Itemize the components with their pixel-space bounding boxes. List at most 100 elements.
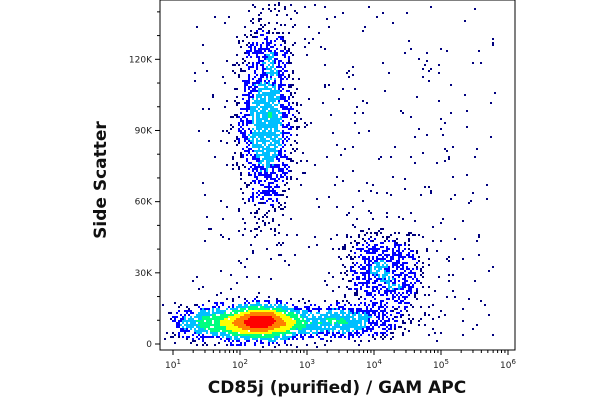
event-dot xyxy=(348,212,350,214)
event-dot xyxy=(466,126,468,128)
event-dot xyxy=(254,84,256,86)
event-dot xyxy=(306,332,308,334)
event-dot xyxy=(408,244,410,246)
event-dot xyxy=(388,236,390,238)
event-dot xyxy=(212,332,214,334)
event-dot xyxy=(388,254,390,256)
event-dot xyxy=(184,324,186,326)
event-dot xyxy=(248,198,250,200)
event-dot xyxy=(224,106,226,108)
event-dot xyxy=(230,324,232,326)
event-dot xyxy=(338,330,340,332)
event-dot xyxy=(274,142,276,144)
event-dot xyxy=(370,268,372,270)
event-dot xyxy=(258,302,260,304)
event-dot xyxy=(358,242,360,244)
event-dot xyxy=(252,168,254,170)
event-dot xyxy=(366,282,368,284)
event-dot xyxy=(280,148,282,150)
event-dot xyxy=(228,238,230,240)
event-dot xyxy=(264,74,266,76)
event-dot xyxy=(352,262,354,264)
event-dot xyxy=(262,56,264,58)
event-dot xyxy=(376,320,378,322)
event-dot xyxy=(250,148,252,150)
event-dot xyxy=(290,106,292,108)
event-dot xyxy=(462,220,464,222)
event-dot xyxy=(388,272,390,274)
event-dot xyxy=(324,280,326,282)
event-dot xyxy=(264,120,266,122)
event-dot xyxy=(246,114,248,116)
event-dot xyxy=(272,86,274,88)
event-dot xyxy=(296,326,298,328)
event-dot xyxy=(386,216,388,218)
event-dot xyxy=(286,90,288,92)
event-dot xyxy=(274,346,276,348)
event-dot xyxy=(234,330,236,332)
event-dot xyxy=(254,100,256,102)
event-dot xyxy=(286,172,288,174)
event-dot xyxy=(258,174,260,176)
event-dot xyxy=(262,142,264,144)
event-dot xyxy=(268,310,270,312)
event-dot xyxy=(292,44,294,46)
event-dot xyxy=(394,278,396,280)
event-dot xyxy=(280,322,282,324)
event-dot xyxy=(252,158,254,160)
event-dot xyxy=(394,274,396,276)
event-dot xyxy=(192,338,194,340)
event-dot xyxy=(346,330,348,332)
event-dot xyxy=(392,276,394,278)
event-dot xyxy=(246,80,248,82)
event-dot xyxy=(400,286,402,288)
event-dot xyxy=(264,116,266,118)
event-dot xyxy=(192,324,194,326)
event-dot xyxy=(262,220,264,222)
event-dot xyxy=(422,286,424,288)
event-dot xyxy=(448,256,450,258)
event-dot xyxy=(312,314,314,316)
event-dot xyxy=(408,286,410,288)
event-dot xyxy=(290,108,292,110)
event-dot xyxy=(190,312,192,314)
event-dot xyxy=(234,338,236,340)
event-dot xyxy=(388,286,390,288)
event-dot xyxy=(220,322,222,324)
event-dot xyxy=(256,222,258,224)
event-dot xyxy=(238,210,240,212)
event-dot xyxy=(408,318,410,320)
event-dot xyxy=(278,160,280,162)
event-dot xyxy=(372,310,374,312)
event-dot xyxy=(260,134,262,136)
event-dot xyxy=(274,312,276,314)
event-dot xyxy=(186,306,188,308)
event-dot xyxy=(354,294,356,296)
event-dot xyxy=(226,100,228,102)
event-dot xyxy=(276,322,278,324)
event-dot xyxy=(362,282,364,284)
event-dot xyxy=(260,110,262,112)
event-dot xyxy=(398,274,400,276)
event-dot xyxy=(272,126,274,128)
event-dot xyxy=(346,328,348,330)
event-dot xyxy=(260,336,262,338)
event-dot xyxy=(348,310,350,312)
event-dot xyxy=(412,254,414,256)
event-dot xyxy=(418,58,420,60)
y-tick-label: 60K xyxy=(135,198,153,208)
event-dot xyxy=(428,334,430,336)
event-dot xyxy=(358,266,360,268)
event-dot xyxy=(260,12,262,14)
event-dot xyxy=(342,278,344,280)
event-dot xyxy=(252,188,254,190)
event-dot xyxy=(254,176,256,178)
event-dot xyxy=(242,192,244,194)
event-dot xyxy=(238,166,240,168)
event-dot xyxy=(204,308,206,310)
event-dot xyxy=(374,262,376,264)
event-dot xyxy=(268,210,270,212)
event-dot xyxy=(398,256,400,258)
event-dot xyxy=(292,126,294,128)
event-dot xyxy=(410,282,412,284)
